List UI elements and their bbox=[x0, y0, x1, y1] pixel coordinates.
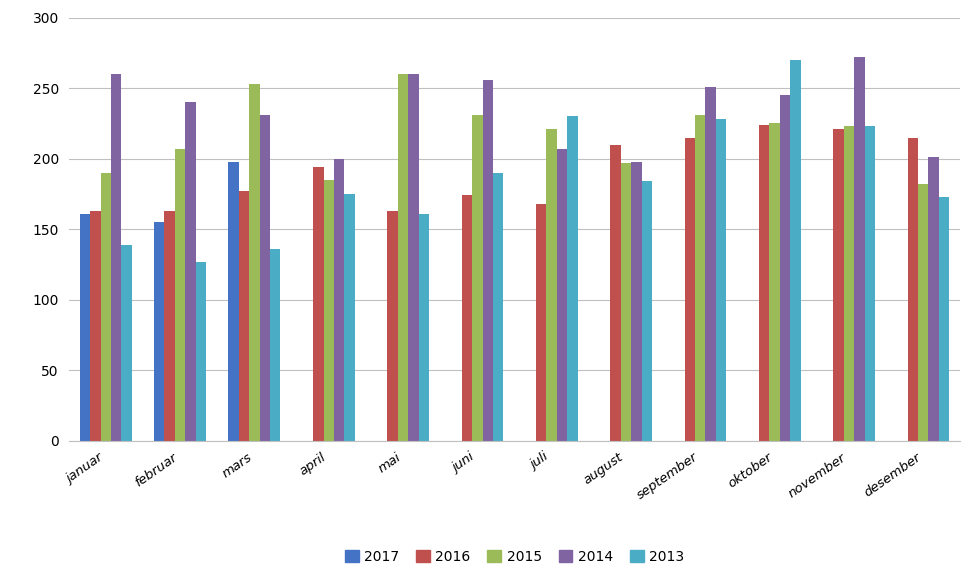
Bar bbox=[418, 214, 429, 441]
Bar bbox=[642, 181, 652, 441]
Bar bbox=[260, 115, 270, 441]
Bar bbox=[611, 145, 620, 441]
Bar bbox=[472, 115, 482, 441]
Bar bbox=[196, 262, 206, 441]
Bar bbox=[716, 119, 726, 441]
Bar bbox=[313, 167, 323, 441]
Bar bbox=[111, 74, 122, 441]
Bar bbox=[228, 162, 239, 441]
Bar bbox=[482, 80, 493, 441]
Bar bbox=[864, 126, 875, 441]
Bar bbox=[536, 204, 547, 441]
Bar bbox=[79, 214, 90, 441]
Bar bbox=[122, 245, 131, 441]
Bar bbox=[185, 102, 196, 441]
Bar bbox=[409, 74, 418, 441]
Bar bbox=[344, 194, 355, 441]
Bar bbox=[907, 138, 918, 441]
Bar bbox=[780, 95, 790, 441]
Bar bbox=[939, 197, 950, 441]
Bar bbox=[165, 211, 174, 441]
Bar bbox=[695, 115, 706, 441]
Bar bbox=[270, 249, 280, 441]
Bar bbox=[387, 211, 398, 441]
Bar bbox=[557, 149, 567, 441]
Bar bbox=[547, 129, 557, 441]
Bar bbox=[855, 57, 864, 441]
Bar bbox=[90, 211, 101, 441]
Bar bbox=[323, 180, 334, 441]
Bar bbox=[154, 222, 165, 441]
Bar bbox=[631, 162, 642, 441]
Bar bbox=[833, 129, 844, 441]
Bar bbox=[249, 84, 260, 441]
Legend: 2017, 2016, 2015, 2014, 2013: 2017, 2016, 2015, 2014, 2013 bbox=[339, 544, 690, 570]
Bar bbox=[918, 184, 928, 441]
Bar bbox=[493, 173, 504, 441]
Bar bbox=[398, 74, 409, 441]
Bar bbox=[620, 163, 631, 441]
Bar bbox=[239, 191, 249, 441]
Bar bbox=[928, 158, 939, 441]
Bar bbox=[462, 195, 472, 441]
Bar bbox=[685, 138, 695, 441]
Bar bbox=[334, 159, 344, 441]
Bar bbox=[174, 149, 185, 441]
Bar bbox=[790, 60, 801, 441]
Bar bbox=[101, 173, 111, 441]
Bar bbox=[567, 116, 577, 441]
Bar bbox=[844, 126, 855, 441]
Bar bbox=[769, 123, 780, 441]
Bar bbox=[706, 87, 716, 441]
Bar bbox=[759, 125, 769, 441]
